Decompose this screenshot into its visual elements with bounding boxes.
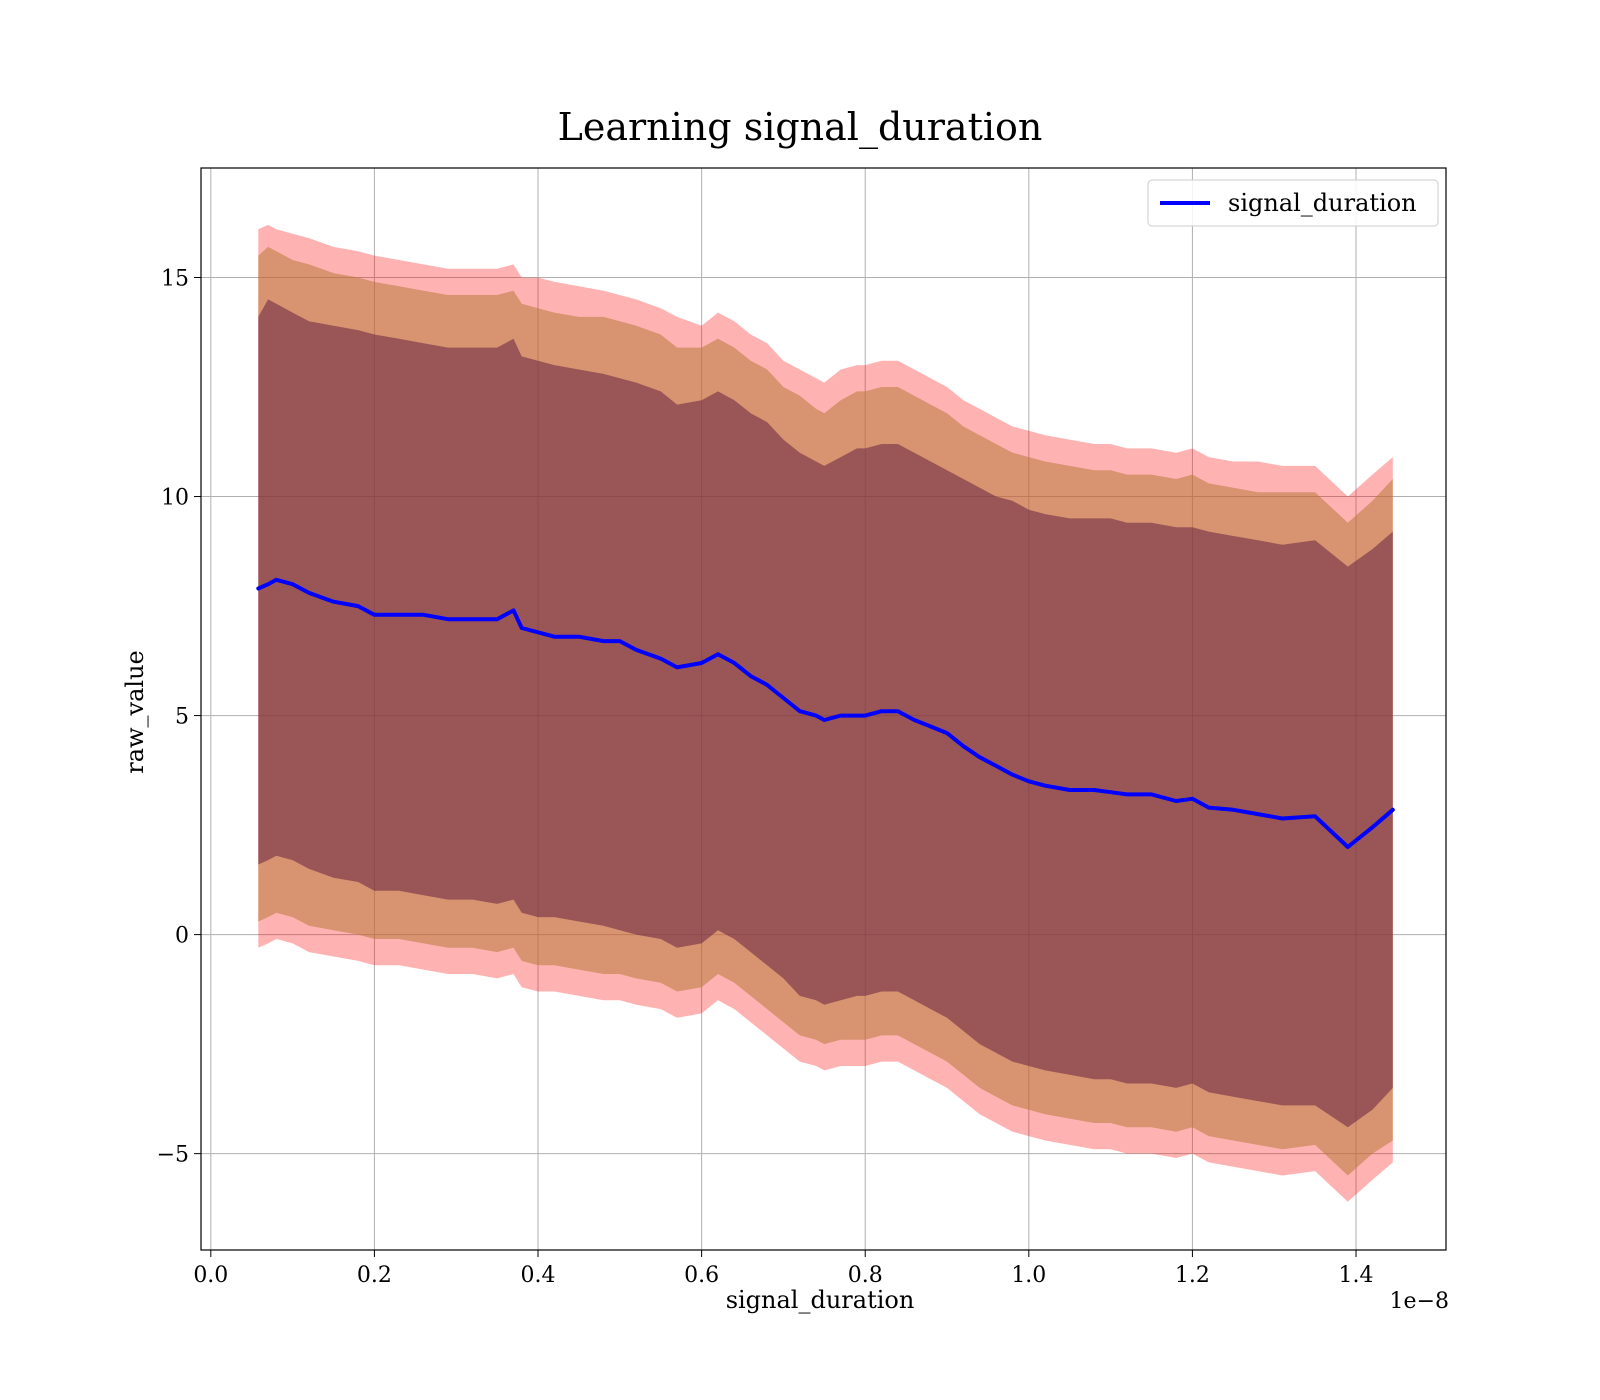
series-line-signal_duration <box>256 577 1395 849</box>
x-tick-label: 0.2 <box>357 1263 392 1288</box>
legend: signal_duration <box>1147 179 1439 227</box>
y-tick-label: −5 <box>157 1143 189 1168</box>
x-tick-label: 0.4 <box>521 1263 556 1288</box>
x-tick-label: 0.8 <box>848 1263 883 1288</box>
axis-ticks: 0.0 0.2 0.4 0.6 0.8 1.0 1.2 1.4 −5 0 5 10 15 <box>157 267 1374 1288</box>
mean-line-layer <box>256 577 1395 849</box>
y-axis-label: raw_value <box>121 650 149 774</box>
x-axis-offset-label: 1e−8 <box>1390 1289 1449 1314</box>
x-tick-label: 1.2 <box>1175 1263 1210 1288</box>
y-tick-label: 0 <box>175 924 189 949</box>
confidence-bands <box>258 224 1393 1202</box>
x-tick-label: 1.0 <box>1011 1263 1046 1288</box>
legend-box <box>1147 179 1439 227</box>
plot-area-frame <box>200 167 1447 1251</box>
legend-label: signal_duration <box>1228 189 1417 217</box>
x-tick-label: 0.0 <box>193 1263 228 1288</box>
y-tick-label: 5 <box>175 705 189 730</box>
band-inner <box>258 299 1393 1128</box>
y-tick-label: 15 <box>161 267 189 292</box>
x-tick-label: 0.6 <box>684 1263 719 1288</box>
x-tick-label: 1.4 <box>1339 1263 1374 1288</box>
chart-title: Learning signal_duration <box>558 105 1043 150</box>
x-axis-label: signal_duration <box>726 1286 915 1314</box>
y-tick-label: 10 <box>161 486 189 511</box>
